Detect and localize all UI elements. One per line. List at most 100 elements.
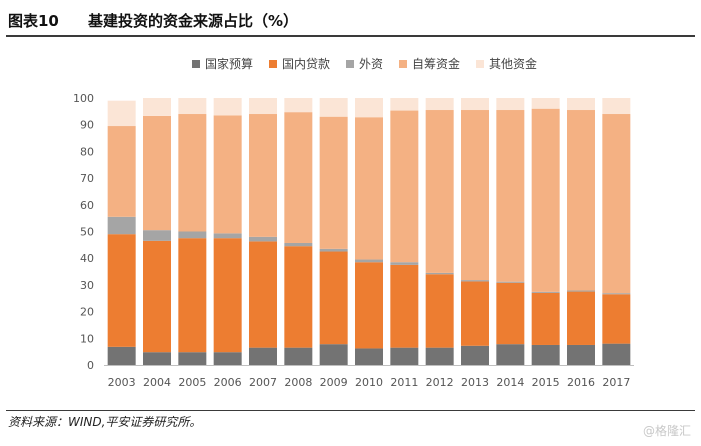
bar-segment <box>425 98 454 111</box>
bar-segment <box>567 344 595 365</box>
bar-segment <box>531 108 560 292</box>
bar-segment <box>319 344 348 365</box>
figure-header: 图表10 基建投资的资金来源占比（%） <box>0 0 701 40</box>
bar-segment <box>213 238 242 353</box>
legend: 国家预算 国内贷款 外资 自筹资金 其他资金 <box>192 56 537 71</box>
bar-segment <box>143 230 171 241</box>
x-tick-label: 2009 <box>320 376 348 389</box>
bar-segment <box>319 98 348 117</box>
y-tick-label: 90 <box>80 119 94 132</box>
bar-segment <box>107 216 136 235</box>
legend-label: 自筹资金 <box>412 56 460 71</box>
y-tick-label: 80 <box>80 145 94 158</box>
bar-segment <box>390 262 419 265</box>
bar-segment <box>107 346 136 365</box>
y-tick-label: 0 <box>87 359 94 372</box>
bar-segment <box>602 293 631 295</box>
legend-label: 国内贷款 <box>282 57 330 71</box>
bar-segment <box>143 352 171 365</box>
bar-segment <box>461 281 489 346</box>
bar-segment <box>143 98 171 116</box>
bar-segment <box>531 291 560 293</box>
bar-segment <box>213 115 242 234</box>
y-tick-label: 70 <box>80 172 94 185</box>
bar-segment <box>602 294 631 344</box>
bar-segment <box>249 347 277 365</box>
y-axis: 0 10 20 30 40 50 60 70 80 90 100 <box>73 92 94 372</box>
y-tick-label: 60 <box>80 199 94 212</box>
legend-label: 其他资金 <box>489 56 537 71</box>
bar-segment <box>496 281 525 283</box>
bar-segment <box>213 233 242 239</box>
x-tick-label: 2003 <box>108 376 136 389</box>
legend-swatch <box>346 60 354 68</box>
x-tick-label: 2004 <box>143 376 171 389</box>
x-axis: 2003 2004 2005 2006 2007 2008 2009 2010 2011 2012… <box>104 365 634 389</box>
x-tick-label: 2012 <box>426 376 454 389</box>
bar-segment <box>496 344 525 365</box>
bar-segment <box>178 352 207 365</box>
bar-segment <box>461 280 489 282</box>
bar-segment <box>107 234 136 347</box>
bar-segment <box>284 242 313 247</box>
bar-segment <box>425 347 454 365</box>
bar-segment <box>390 347 419 365</box>
bar-segment <box>461 98 489 111</box>
x-tick-label: 2016 <box>567 376 595 389</box>
bar-segment <box>355 98 383 118</box>
bar-segment <box>178 98 207 115</box>
header-rule <box>6 35 695 37</box>
bar-segment <box>284 246 313 348</box>
bar-segment <box>319 116 348 249</box>
bar-segment <box>602 98 631 115</box>
bar-segment <box>567 290 595 292</box>
legend-swatch <box>399 60 407 68</box>
source-note: 资料来源：WIND,平安证券研究所。 <box>8 415 202 429</box>
bar-segment <box>425 274 454 348</box>
bar-segment <box>425 272 454 275</box>
legend-swatch <box>269 60 277 68</box>
bar-segment <box>143 240 171 353</box>
x-tick-label: 2017 <box>602 376 630 389</box>
bar-segment <box>567 98 595 111</box>
bar-segment <box>355 259 383 263</box>
x-tick-label: 2015 <box>532 376 560 389</box>
bar-segment <box>213 352 242 365</box>
bar-segment <box>390 110 419 263</box>
bar-segment <box>602 343 631 365</box>
bar-segment <box>531 98 560 109</box>
bar-segment <box>249 114 277 237</box>
bar-segment <box>249 236 277 242</box>
legend-swatch <box>192 60 200 68</box>
x-tick-label: 2013 <box>461 376 489 389</box>
x-tick-label: 2010 <box>355 376 383 389</box>
bar-segment <box>496 282 525 345</box>
bar-segment <box>390 264 419 348</box>
bar-segment <box>178 114 207 232</box>
bar-segment <box>461 110 489 281</box>
bar-segment <box>284 347 313 365</box>
watermark: @格隆汇 <box>642 424 691 438</box>
x-tick-label: 2007 <box>249 376 277 389</box>
legend-swatch <box>476 60 484 68</box>
bar-segment <box>107 126 136 217</box>
x-tick-label: 2011 <box>390 376 418 389</box>
bar-segment <box>213 98 242 116</box>
footer-rule <box>6 410 695 411</box>
bar-segment <box>496 98 525 111</box>
y-tick-label: 30 <box>80 279 94 292</box>
y-tick-label: 10 <box>80 332 94 345</box>
bar-segment <box>390 98 419 111</box>
figure-number: 图表10 <box>8 12 59 30</box>
legend-label: 外资 <box>359 57 383 71</box>
bar-segment <box>355 117 383 260</box>
x-tick-label: 2006 <box>214 376 242 389</box>
bar-segment <box>567 110 595 291</box>
bar-segment <box>143 115 171 231</box>
bar-segment <box>461 345 489 365</box>
bar-segment <box>249 241 277 348</box>
bar-segment <box>567 291 595 345</box>
bar-segment <box>425 110 454 273</box>
figure-title: 基建投资的资金来源占比（%） <box>88 12 299 30</box>
stacked-bar-chart: 国家预算 国内贷款 外资 自筹资金 其他资金 0 10 20 30 40 50 60 70 80 90 10… <box>73 56 634 389</box>
